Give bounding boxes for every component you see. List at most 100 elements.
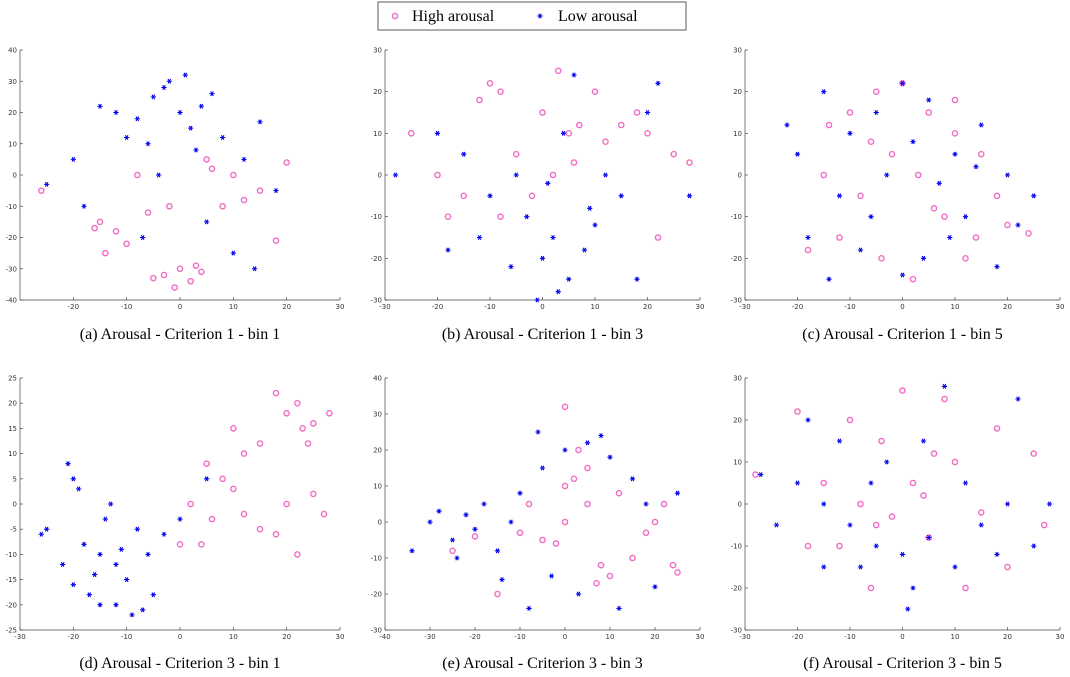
point-low bbox=[592, 222, 598, 228]
point-low bbox=[273, 188, 279, 194]
point-low bbox=[220, 134, 226, 141]
point-low bbox=[566, 276, 572, 282]
point-high bbox=[669, 561, 677, 569]
caption: (e) Arousal - Criterion 3 - bin 3 bbox=[442, 655, 642, 672]
point-low bbox=[257, 119, 263, 125]
point-high bbox=[951, 96, 959, 104]
point-high bbox=[654, 234, 662, 241]
point-low bbox=[952, 564, 958, 570]
x-tick-label: 30 bbox=[336, 303, 345, 311]
point-high bbox=[256, 440, 264, 447]
point-low bbox=[562, 447, 568, 453]
point-low bbox=[1004, 172, 1011, 178]
point-low bbox=[252, 266, 258, 272]
point-low bbox=[868, 214, 874, 220]
point-high bbox=[629, 554, 636, 562]
point-high bbox=[951, 130, 959, 137]
x-tick-label: -30 bbox=[14, 633, 25, 641]
point-low bbox=[129, 612, 135, 618]
point-high bbox=[160, 271, 168, 279]
point-low bbox=[65, 461, 71, 467]
point-high bbox=[187, 500, 194, 508]
point-low bbox=[899, 551, 906, 557]
point-low bbox=[81, 541, 87, 547]
point-high bbox=[570, 159, 578, 166]
point-high bbox=[820, 479, 828, 487]
x-tick-label: 20 bbox=[1003, 633, 1012, 641]
point-high bbox=[272, 237, 280, 244]
point-low bbox=[463, 512, 469, 518]
y-tick-label: 25 bbox=[8, 375, 17, 383]
point-high bbox=[123, 240, 130, 248]
point-high bbox=[230, 171, 237, 179]
x-tick-label: 30 bbox=[696, 303, 705, 311]
point-low bbox=[1046, 501, 1053, 507]
point-high bbox=[320, 510, 328, 518]
point-low bbox=[686, 193, 693, 199]
point-high bbox=[299, 425, 306, 432]
point-low bbox=[427, 519, 433, 525]
legend-marker bbox=[537, 13, 543, 19]
point-low bbox=[86, 592, 92, 598]
x-tick-label: 30 bbox=[1056, 303, 1065, 311]
point-high bbox=[846, 416, 854, 424]
point-high bbox=[552, 540, 560, 547]
y-tick-label: 20 bbox=[733, 417, 742, 425]
legend-marker bbox=[391, 12, 399, 20]
point-low bbox=[97, 551, 103, 557]
point-high bbox=[602, 138, 609, 145]
x-tick-label: -20 bbox=[68, 633, 79, 641]
y-tick-label: -10 bbox=[371, 555, 382, 563]
point-high bbox=[434, 171, 441, 179]
x-tick-label: 30 bbox=[1056, 633, 1065, 641]
x-tick-label: 20 bbox=[1003, 303, 1012, 311]
x-tick-label: -10 bbox=[121, 633, 132, 641]
y-tick-label: 40 bbox=[8, 47, 17, 55]
legend-box bbox=[377, 1, 687, 31]
point-low bbox=[643, 501, 649, 507]
point-low bbox=[524, 214, 530, 220]
point-low bbox=[124, 134, 130, 141]
point-low bbox=[1015, 222, 1021, 228]
point-high bbox=[283, 159, 290, 166]
point-low bbox=[499, 577, 505, 583]
point-low bbox=[134, 116, 140, 122]
point-low bbox=[784, 122, 790, 128]
y-tick-label: 0 bbox=[738, 501, 742, 509]
point-low bbox=[487, 193, 493, 199]
point-high bbox=[867, 138, 875, 145]
x-tick-label: -10 bbox=[844, 303, 855, 311]
y-tick-label: 0 bbox=[378, 519, 382, 527]
y-tick-label: 30 bbox=[733, 375, 742, 383]
point-low bbox=[161, 531, 167, 537]
point-low bbox=[1004, 501, 1011, 507]
point-low bbox=[550, 234, 556, 241]
point-low bbox=[555, 289, 561, 295]
y-tick-label: 10 bbox=[733, 459, 742, 467]
point-low bbox=[629, 476, 636, 482]
point-high bbox=[198, 541, 205, 548]
point-low bbox=[150, 94, 156, 100]
point-low bbox=[481, 501, 487, 507]
point-high bbox=[1004, 221, 1011, 229]
point-low bbox=[140, 607, 146, 613]
point-high bbox=[310, 420, 317, 427]
point-high bbox=[951, 458, 959, 466]
x-tick-label: 0 bbox=[900, 303, 904, 311]
point-high bbox=[102, 249, 109, 257]
point-low bbox=[97, 103, 103, 109]
point-high bbox=[925, 109, 933, 116]
point-high bbox=[240, 510, 248, 518]
x-tick-label: 10 bbox=[229, 303, 238, 311]
point-high bbox=[962, 584, 969, 592]
y-tick-label: 10 bbox=[733, 130, 742, 138]
x-tick-label: 20 bbox=[651, 633, 660, 641]
point-high bbox=[240, 450, 248, 457]
point-low bbox=[476, 234, 483, 241]
point-low bbox=[616, 605, 622, 611]
y-tick-label: -30 bbox=[371, 627, 382, 635]
point-low bbox=[156, 172, 162, 178]
x-tick-label: 10 bbox=[229, 633, 238, 641]
y-tick-label: -30 bbox=[731, 297, 742, 305]
point-high bbox=[565, 130, 573, 137]
